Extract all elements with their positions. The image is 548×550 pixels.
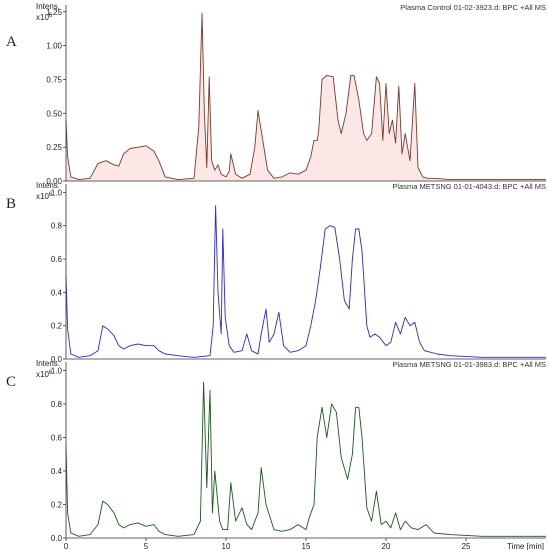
panel-c-axes: [65, 362, 546, 539]
ytick-label: 0.6: [51, 433, 63, 442]
panel-b-series-line: [65, 205, 546, 358]
panel-a-yticks: 0.00 0.25 0.50 0.75 1.00 1.25: [46, 8, 66, 186]
ytick-label: 1.0: [51, 188, 63, 197]
ytick-label: 0.00: [46, 177, 62, 186]
panel-a-ylabel: Intens.: [36, 2, 60, 11]
ytick-label: 0.0: [51, 534, 63, 543]
ytick-label: 0.8: [51, 400, 63, 409]
ytick-label: 0.4: [51, 467, 63, 476]
panel-b-axes: [65, 184, 546, 360]
xtick-label: 15: [302, 542, 311, 550]
xtick-label: 0: [64, 542, 69, 550]
ytick-label: 0.0: [51, 355, 63, 364]
panel-c-ylabel: Intens.: [36, 359, 60, 368]
x-axis-label: Time [min]: [507, 542, 544, 550]
panel-a-series-line: [65, 12, 546, 181]
ytick-label: 0.25: [46, 143, 62, 152]
panel-a-letter: A: [6, 34, 17, 50]
panel-c-yticks: 0.0 0.2 0.4 0.6 0.8 1.0: [51, 366, 66, 543]
panel-b: B Intens. x106 Plasma METSNG 01-01-4043.…: [6, 181, 546, 364]
panel-a-ylabel-exp: x106: [36, 13, 53, 22]
ytick-label: 0.8: [51, 222, 63, 231]
ytick-label: 0.2: [51, 500, 63, 509]
panel-c-letter: C: [6, 374, 16, 390]
panel-a-axes: [65, 5, 546, 182]
ytick-label: 1.0: [51, 366, 63, 375]
panel-b-letter: B: [6, 196, 16, 212]
ytick-label: 1.25: [46, 8, 62, 17]
ytick-label: 0.4: [51, 288, 63, 297]
ytick-label: 0.6: [51, 255, 63, 264]
xtick-label: 20: [382, 542, 391, 550]
panel-a: A Intens. x106 Plasma Control 01-02-3923…: [6, 2, 546, 186]
highlight-area: [66, 13, 546, 181]
panel-c-series-line: [65, 381, 546, 537]
xtick-label: 10: [222, 542, 231, 550]
panel-a-highlight: [66, 13, 546, 181]
panel-b-ylabel: Intens.: [36, 181, 60, 190]
panel-c-info: Plasma METSNG 01-01-3983.d: BPC +All MS: [392, 360, 546, 369]
panel-b-info: Plasma METSNG 01-01-4043.d: BPC +All MS: [392, 182, 546, 191]
panel-b-ylabel-exp: x106: [36, 192, 53, 201]
xtick-label: 5: [144, 542, 149, 550]
panel-b-yticks: 0.0 0.2 0.4 0.6 0.8 1.0: [51, 188, 66, 364]
panel-c-xticks: 0 5 10 15 20 25: [64, 538, 471, 550]
panel-c: C Intens. x106 Plasma METSNG 01-01-3983.…: [6, 359, 546, 550]
ytick-label: 1.00: [46, 42, 62, 51]
panel-c-ylabel-exp: x106: [36, 370, 53, 379]
ytick-label: 0.50: [46, 109, 62, 118]
panel-a-info: Plasma Control 01-02-3923.d: BPC +All MS: [400, 3, 546, 12]
xtick-label: 25: [462, 542, 471, 550]
ytick-label: 0.2: [51, 322, 63, 331]
ytick-label: 0.75: [46, 75, 62, 84]
